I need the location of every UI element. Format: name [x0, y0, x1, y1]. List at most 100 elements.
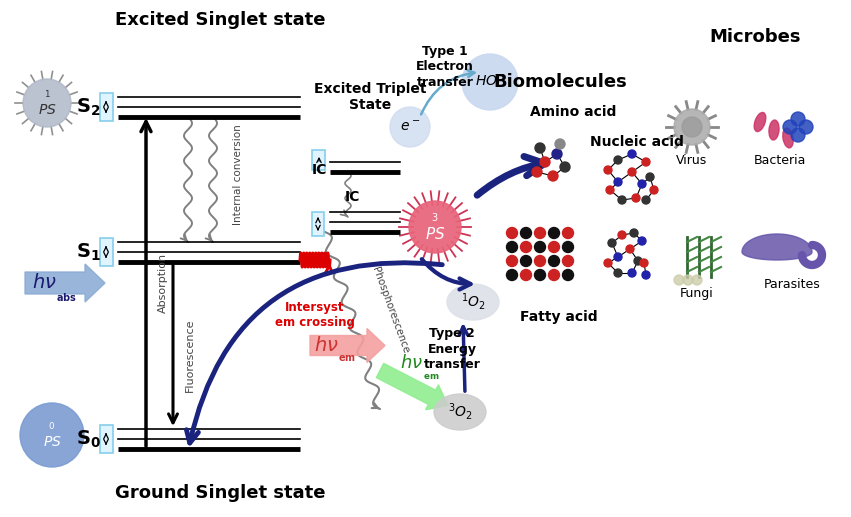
- Circle shape: [606, 186, 614, 194]
- Text: $\it{e}^-$: $\it{e}^-$: [400, 120, 420, 134]
- Circle shape: [506, 227, 517, 238]
- Text: Internal conversion: Internal conversion: [233, 124, 243, 225]
- Text: $h\nu$: $h\nu$: [400, 354, 423, 372]
- FancyBboxPatch shape: [100, 425, 112, 453]
- Circle shape: [604, 166, 612, 174]
- Text: $PS$: $PS$: [425, 226, 445, 242]
- Circle shape: [674, 109, 710, 145]
- Circle shape: [642, 196, 650, 204]
- Circle shape: [390, 107, 430, 147]
- Circle shape: [791, 112, 805, 126]
- Text: Excited Triplet
State: Excited Triplet State: [314, 82, 426, 112]
- Circle shape: [521, 227, 532, 238]
- Text: Fatty acid: Fatty acid: [520, 310, 597, 324]
- Circle shape: [799, 120, 813, 134]
- Text: $^3$: $^3$: [431, 213, 439, 227]
- Circle shape: [20, 403, 84, 467]
- Text: $h\nu$: $h\nu$: [32, 273, 57, 293]
- Circle shape: [692, 275, 702, 285]
- Circle shape: [548, 171, 558, 181]
- Text: $_{\mathbf{abs}}$: $_{\mathbf{abs}}$: [56, 290, 77, 304]
- Text: Fluorescence: Fluorescence: [185, 319, 195, 392]
- Ellipse shape: [783, 128, 793, 148]
- Circle shape: [638, 237, 646, 245]
- Circle shape: [549, 269, 559, 281]
- Text: Type 2
Energy
transfer: Type 2 Energy transfer: [424, 327, 481, 371]
- Circle shape: [23, 79, 71, 127]
- Text: Microbes: Microbes: [709, 28, 801, 46]
- Circle shape: [791, 128, 805, 142]
- Text: $\mathbf{S_1}$: $\mathbf{S_1}$: [76, 241, 100, 263]
- Circle shape: [521, 241, 532, 252]
- Circle shape: [555, 139, 565, 149]
- Circle shape: [682, 117, 702, 137]
- Text: $h\nu$: $h\nu$: [314, 336, 339, 355]
- FancyBboxPatch shape: [312, 212, 324, 236]
- Text: $_{\mathbf{em}}$: $_{\mathbf{em}}$: [423, 369, 439, 382]
- Circle shape: [634, 257, 642, 265]
- FancyArrow shape: [376, 363, 448, 409]
- Circle shape: [632, 194, 640, 202]
- Circle shape: [628, 168, 636, 176]
- Text: $^3O_2$: $^3O_2$: [448, 402, 472, 422]
- FancyArrow shape: [310, 328, 385, 362]
- Circle shape: [628, 269, 636, 277]
- Circle shape: [614, 253, 622, 261]
- FancyBboxPatch shape: [100, 238, 112, 266]
- Circle shape: [650, 186, 658, 194]
- Ellipse shape: [754, 113, 766, 131]
- Text: Fungi: Fungi: [680, 287, 714, 300]
- Circle shape: [521, 255, 532, 266]
- Circle shape: [604, 259, 612, 267]
- Circle shape: [783, 120, 797, 134]
- Circle shape: [618, 231, 626, 239]
- Text: Virus: Virus: [677, 155, 708, 168]
- Circle shape: [534, 227, 545, 238]
- Circle shape: [563, 241, 574, 252]
- Text: Excited Singlet state: Excited Singlet state: [115, 11, 325, 29]
- Circle shape: [534, 241, 545, 252]
- FancyBboxPatch shape: [312, 150, 325, 170]
- Circle shape: [626, 245, 634, 253]
- Circle shape: [535, 143, 545, 153]
- Circle shape: [506, 241, 517, 252]
- Text: Biomolecules: Biomolecules: [493, 73, 627, 91]
- Text: Phosphorescence: Phosphorescence: [370, 266, 410, 355]
- Circle shape: [614, 178, 622, 186]
- Circle shape: [683, 275, 693, 285]
- Circle shape: [628, 150, 636, 158]
- Circle shape: [674, 275, 684, 285]
- Text: $HO^\bullet$: $HO^\bullet$: [475, 75, 505, 89]
- Circle shape: [646, 173, 654, 181]
- Circle shape: [608, 239, 616, 247]
- Circle shape: [532, 167, 542, 177]
- Polygon shape: [742, 234, 812, 260]
- Circle shape: [506, 269, 517, 281]
- Ellipse shape: [434, 394, 486, 430]
- Ellipse shape: [769, 120, 779, 140]
- Text: Parasites: Parasites: [763, 279, 820, 292]
- Text: $^1$: $^1$: [43, 90, 50, 103]
- Circle shape: [549, 227, 559, 238]
- Circle shape: [563, 269, 574, 281]
- Circle shape: [552, 149, 562, 159]
- Circle shape: [560, 162, 570, 172]
- Circle shape: [618, 196, 626, 204]
- Text: $_{\mathbf{em}}$: $_{\mathbf{em}}$: [338, 351, 356, 364]
- Text: Type 1
Electron
transfer: Type 1 Electron transfer: [416, 45, 474, 88]
- Text: Bacteria: Bacteria: [754, 155, 806, 168]
- Text: Absorption: Absorption: [158, 253, 168, 313]
- Text: Intersyst
em crossing: Intersyst em crossing: [275, 301, 355, 329]
- Circle shape: [614, 156, 622, 164]
- Circle shape: [642, 271, 650, 279]
- Text: IC: IC: [345, 190, 360, 204]
- Circle shape: [630, 229, 638, 237]
- Circle shape: [549, 255, 559, 266]
- Circle shape: [638, 180, 646, 188]
- Circle shape: [534, 269, 545, 281]
- Text: $\mathbf{S_2}$: $\mathbf{S_2}$: [76, 96, 100, 118]
- Text: Amino acid: Amino acid: [530, 105, 616, 119]
- Circle shape: [540, 157, 550, 167]
- Circle shape: [642, 158, 650, 166]
- Text: $^1O_2$: $^1O_2$: [460, 292, 485, 312]
